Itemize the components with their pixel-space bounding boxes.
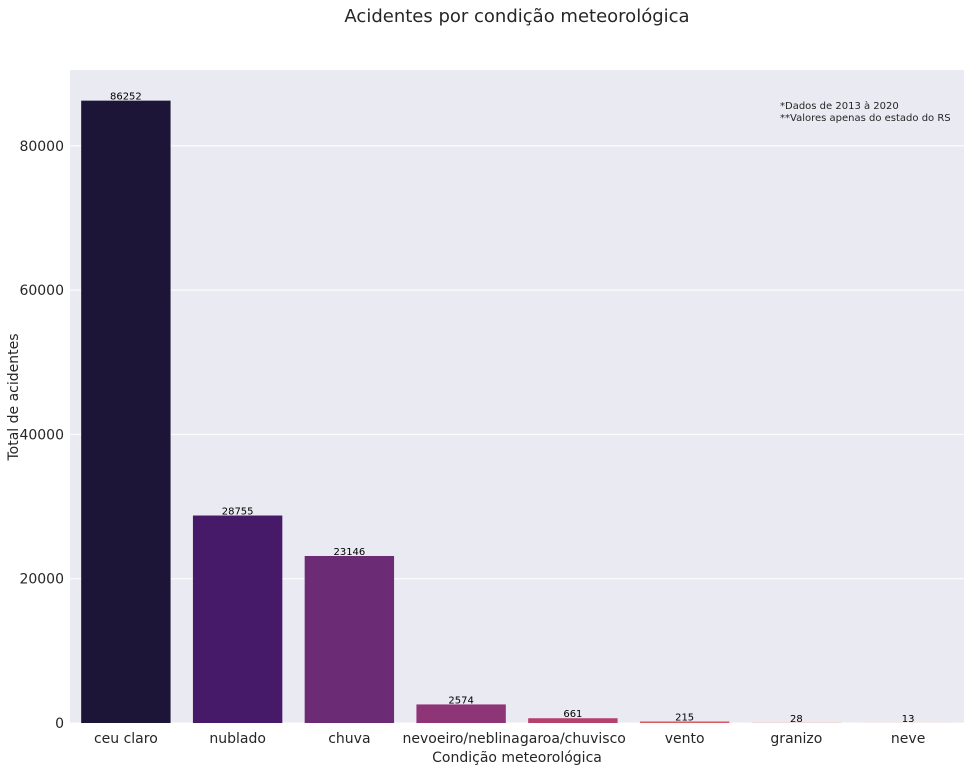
y-tick-label: 20000 <box>19 572 64 588</box>
bar <box>416 704 506 723</box>
data-label: 23146 <box>333 547 365 558</box>
bar <box>528 718 618 723</box>
bar <box>81 100 171 724</box>
y-axis-ticks: 0 20000 40000 60000 80000 <box>19 139 64 732</box>
bar <box>304 555 395 723</box>
data-label: 28 <box>790 714 803 725</box>
data-labels: 86252 28755 23146 2574 661 215 28 13 <box>110 92 915 725</box>
x-tick-label: nublado <box>209 731 266 747</box>
x-axis-ticks: ceu claro nublado chuva nevoeiro/neblina gar… <box>94 731 925 747</box>
note-period: *Dados de 2013 à 2020 <box>780 100 899 112</box>
x-tick-label: chuva <box>328 731 370 747</box>
x-tick-label: neve <box>891 731 925 747</box>
x-tick-label: nevoeiro/neblina <box>403 731 520 747</box>
data-label: 2574 <box>448 695 473 706</box>
y-tick-label: 80000 <box>19 139 64 155</box>
x-tick-label: ceu claro <box>94 731 158 747</box>
x-tick-label: vento <box>665 731 705 747</box>
bar <box>192 515 283 723</box>
data-label: 13 <box>902 714 915 725</box>
y-tick-label: 60000 <box>19 283 64 299</box>
bars <box>81 100 953 724</box>
y-tick-label: 40000 <box>19 427 64 443</box>
x-tick-label: garoa/chuvisco <box>520 731 626 747</box>
data-label: 661 <box>563 709 582 720</box>
data-label: 215 <box>675 712 694 723</box>
chart-title: Acidentes por condição meteorológica <box>344 6 689 27</box>
bar <box>639 721 730 723</box>
y-tick-label: 0 <box>55 716 64 732</box>
note-region: **Valores apenas do estado do RS <box>780 113 951 124</box>
x-axis-label: Condição meteorológica <box>432 750 602 766</box>
y-axis-label: Total de acidentes <box>6 333 22 461</box>
data-label: 28755 <box>222 507 254 518</box>
x-tick-label: granizo <box>770 731 822 747</box>
data-label: 86252 <box>110 92 142 103</box>
